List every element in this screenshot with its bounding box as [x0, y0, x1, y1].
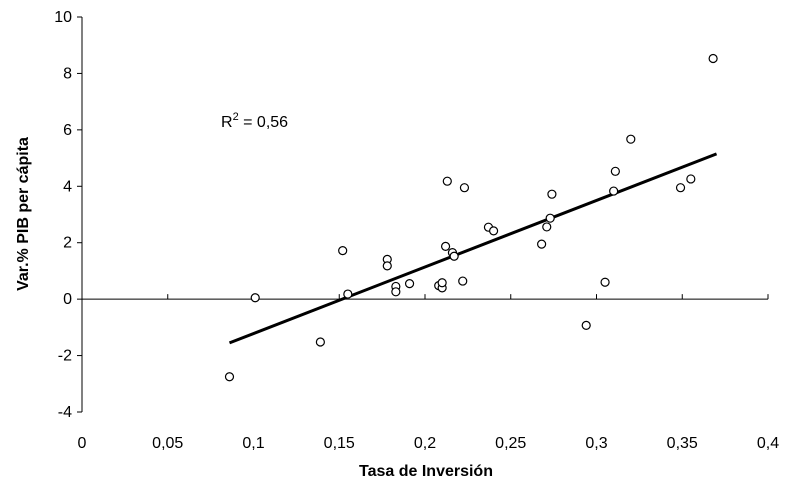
- x-tick-label: 0,1: [242, 435, 264, 452]
- data-point: [404, 279, 415, 289]
- data-point: [708, 53, 718, 64]
- y-axis-title: Var.% PIB per cápita: [15, 137, 32, 291]
- data-point: [224, 372, 235, 382]
- x-tick-label: 0,3: [585, 435, 607, 452]
- data-points: [224, 53, 718, 382]
- data-point: [458, 276, 468, 286]
- data-point: [315, 337, 325, 347]
- y-tick-label: 8: [63, 65, 72, 82]
- x-tick-label: 0,25: [495, 435, 526, 452]
- data-point: [382, 261, 392, 271]
- data-point: [250, 293, 260, 303]
- data-point: [686, 174, 696, 184]
- data-point: [489, 226, 499, 236]
- r-squared-annotation: R2 = 0,56: [221, 111, 288, 131]
- x-tick-label: 0,2: [414, 435, 436, 452]
- data-point: [609, 186, 619, 196]
- trendline: [228, 152, 718, 345]
- data-point: [537, 239, 547, 249]
- y-tick-label: 10: [54, 9, 72, 26]
- data-point: [626, 134, 636, 144]
- y-tick-label: 2: [63, 235, 72, 252]
- axes: -4 -2 0 2 4 6 8 10 0 0,05 0,1 0,15 0,2 0,25 0,3 0,35 0,4: [54, 9, 779, 452]
- x-axis-title: Tasa de Inversión: [359, 463, 493, 480]
- trendline-group: [228, 152, 718, 345]
- data-point: [600, 277, 610, 287]
- x-tick-label: 0,4: [757, 435, 779, 452]
- data-point: [437, 278, 447, 288]
- data-point: [442, 176, 452, 186]
- data-point: [440, 241, 451, 251]
- y-tick-label: -4: [58, 404, 72, 421]
- data-point: [343, 289, 353, 299]
- data-point: [542, 222, 552, 232]
- x-tick-label: 0,15: [324, 435, 355, 452]
- data-point: [338, 246, 348, 256]
- data-point: [547, 189, 557, 199]
- x-tick-label: 0,35: [667, 435, 698, 452]
- data-point: [675, 183, 686, 193]
- y-tick-label: 6: [63, 122, 72, 139]
- data-point: [459, 183, 470, 193]
- data-point: [610, 166, 620, 176]
- y-tick-label: 0: [63, 291, 72, 308]
- y-tick-label: 4: [63, 178, 72, 195]
- r-squared-superscript: 2: [233, 111, 239, 123]
- data-point: [581, 320, 591, 330]
- data-point: [391, 287, 401, 297]
- data-point: [545, 213, 555, 223]
- y-tick-label: -2: [58, 348, 72, 365]
- data-point: [449, 251, 459, 261]
- x-tick-label: 0: [78, 435, 87, 452]
- x-tick-label: 0,05: [152, 435, 183, 452]
